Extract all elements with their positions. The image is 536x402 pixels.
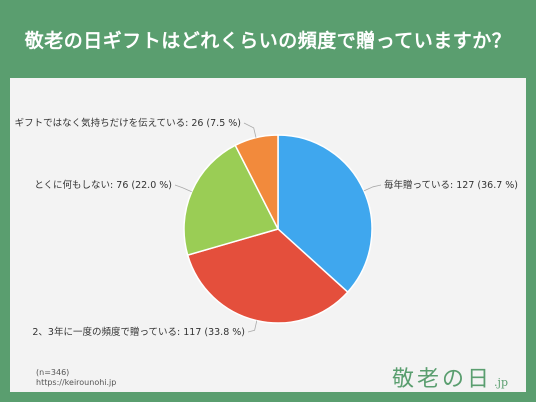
leader-line bbox=[174, 184, 192, 193]
source-url: https://keirounohi.jp bbox=[36, 378, 117, 387]
pie-chart: 毎年贈っている: 127 (36.7 %) 2、3年に一度の頻度で贈っている: 1… bbox=[15, 117, 518, 338]
pie-slice bbox=[186, 228, 349, 324]
leader-line bbox=[243, 122, 257, 138]
site-logo: 敬老の日 .jp bbox=[392, 361, 508, 393]
slice-label: 毎年贈っている: 127 (36.7 %) bbox=[384, 179, 518, 191]
pie-slice bbox=[183, 144, 280, 257]
sample-size-note: (n=346) bbox=[36, 368, 70, 377]
chart-panel: 毎年贈っている: 127 (36.7 %) 2、3年に一度の頻度で贈っている: 1… bbox=[10, 78, 526, 392]
slice-label: 2、3年に一度の頻度で贈っている: 117 (33.8 %) bbox=[32, 326, 245, 338]
pie-slice bbox=[234, 134, 279, 230]
leader-line bbox=[363, 184, 382, 192]
logo-suffix: .jp bbox=[494, 376, 508, 389]
slice-label: とくに何もしない: 76 (22.0 %) bbox=[34, 179, 172, 191]
leader-line bbox=[247, 320, 258, 333]
slice-label: ギフトではなく気持ちだけを伝えている: 26 (7.5 %) bbox=[15, 117, 241, 129]
chart-title: 敬老の日ギフトはどれくらいの頻度で贈っていますか？ bbox=[24, 29, 512, 52]
pie-slice bbox=[277, 134, 373, 294]
logo-text: 敬老の日 bbox=[392, 367, 493, 392]
